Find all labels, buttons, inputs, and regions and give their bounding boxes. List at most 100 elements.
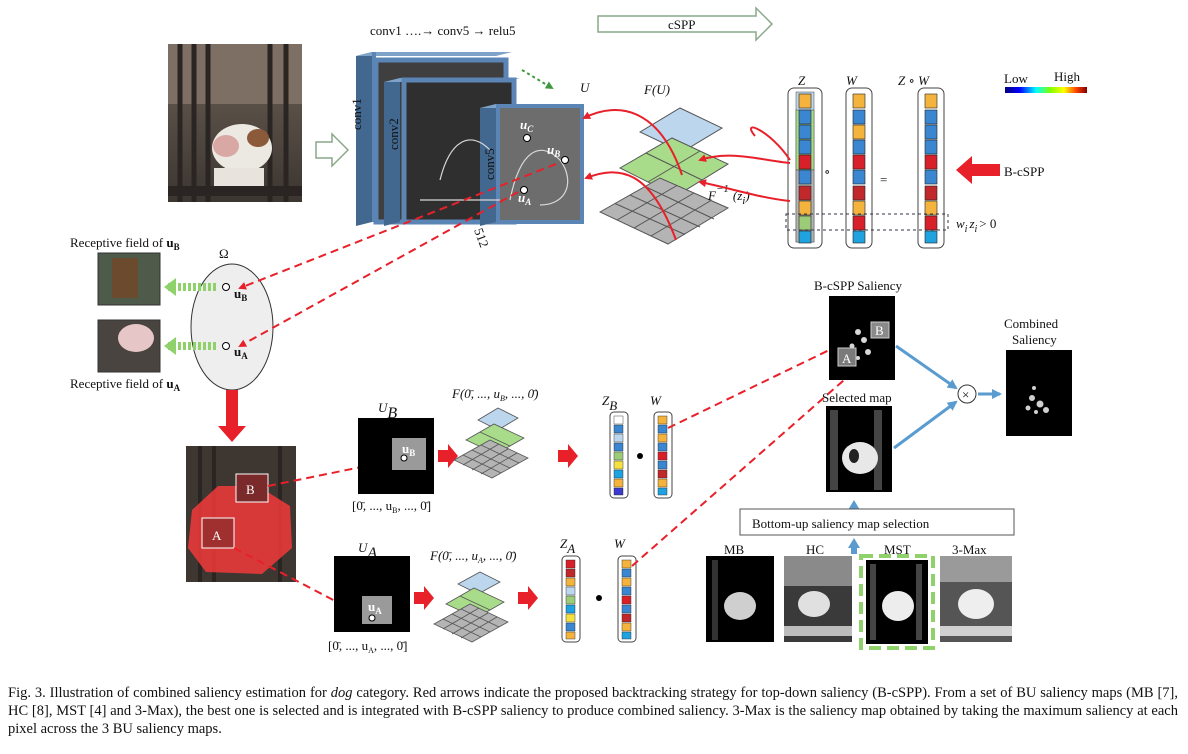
omega-ellipse xyxy=(190,263,274,391)
fu-label: F(U) xyxy=(643,82,670,97)
ub-map-label: UB xyxy=(378,400,397,422)
input-arrow xyxy=(315,132,350,168)
bu-selection-label: Bottom-up saliency map selection xyxy=(752,516,930,531)
rf-a-label: Receptive field of uA xyxy=(70,376,181,393)
cspp-arrow xyxy=(597,6,774,42)
zw-label: Z ∘ W xyxy=(898,73,930,88)
z-label: Z xyxy=(798,73,806,88)
cspp-label: cSPP xyxy=(668,17,695,32)
backtrack-arrows-omega xyxy=(238,163,557,347)
cnn-layers-label: conv1 ….→ conv5 → relu5 xyxy=(370,23,516,38)
ub-pyramid-arrow xyxy=(438,444,458,468)
dog-photo xyxy=(168,44,302,202)
uc-point xyxy=(523,134,531,142)
multiply-symbol: × xyxy=(962,387,969,402)
receptive-field-overlay xyxy=(186,446,296,582)
combined-label-2: Saliency xyxy=(1012,332,1057,347)
receptive-field-b-thumbnail xyxy=(97,252,161,306)
b-cspp-saliency-label: B-cSPP Saliency xyxy=(814,278,902,293)
ub-pyramid xyxy=(453,407,529,479)
colorbar-icon xyxy=(1005,87,1087,93)
wz-condition: wi zi > 0 xyxy=(956,216,996,235)
ua-point xyxy=(520,186,528,194)
omega-ua-label: uA xyxy=(234,344,248,361)
w-a-label: W xyxy=(614,536,626,551)
selected-map-label: Selected map xyxy=(822,390,892,405)
fb-label: F(0̄, ..., uB, ..., 0̄) xyxy=(451,386,539,403)
three-max-label: 3-Max xyxy=(952,542,987,557)
omega-ub-point xyxy=(222,283,230,291)
ua-feature-map xyxy=(334,556,410,632)
dot-a xyxy=(596,595,602,601)
caption-part-2: category. Red arrows indicate the propos… xyxy=(8,685,1178,737)
ub-label: uB xyxy=(547,142,560,159)
mb-saliency-map xyxy=(706,556,774,642)
omega-ua-point xyxy=(222,342,230,350)
ub-vector-label: [0̄, ..., uB, ..., 0̄] xyxy=(352,498,431,515)
conv5-label: conv5 xyxy=(482,148,497,180)
b-cspp-saliency-map xyxy=(829,296,895,380)
omega-ub-label: uB xyxy=(234,286,247,303)
cnn-feature-stack xyxy=(356,52,584,226)
receptive-field-a-thumbnail xyxy=(97,319,161,373)
w-vector xyxy=(845,87,873,249)
mst-label: MST xyxy=(884,542,911,557)
ua-vector-label: [0̄, ..., uA, ..., 0̄] xyxy=(328,638,407,655)
w-b-label: W xyxy=(650,393,662,408)
zw-vector xyxy=(917,87,945,249)
hc-label: HC xyxy=(806,542,824,557)
mst-selected-frame xyxy=(859,554,935,650)
z-vector xyxy=(787,87,823,249)
up-arrow-selection xyxy=(848,538,860,554)
combined-label-1: Combined xyxy=(1004,316,1059,331)
caption-emphasis: dog xyxy=(330,685,353,701)
conv1-label: conv1 xyxy=(349,98,364,130)
ub-map-point-label: uB xyxy=(402,441,415,458)
three-max-saliency-map xyxy=(940,556,1012,642)
b-cspp-label: B-cSPP xyxy=(1004,164,1044,179)
down-arrow xyxy=(218,390,246,442)
box-b-label: B xyxy=(246,482,255,497)
w-b-vector xyxy=(653,411,673,499)
mst-saliency-map xyxy=(866,560,928,644)
ua-pyramid xyxy=(433,571,509,643)
ub-vector-arrow xyxy=(558,444,578,468)
saliency-box-b-label: B xyxy=(875,323,884,338)
ub-point xyxy=(561,156,569,164)
low-label: Low xyxy=(1004,71,1028,86)
spatial-pyramid-icon xyxy=(598,107,730,245)
ua-label: uA xyxy=(518,190,531,207)
dot-b xyxy=(637,453,643,459)
ua-pyramid-arrow xyxy=(414,586,434,610)
saliency-arrows xyxy=(631,339,862,567)
selected-saliency-map xyxy=(826,406,892,492)
combine-arrows xyxy=(893,344,1002,450)
saliency-box-a-label: A xyxy=(842,351,852,366)
rf-b-label: Receptive field of uB xyxy=(70,235,180,252)
u-arrow xyxy=(521,69,554,90)
diagram-svg: conv1 ….→ conv5 → relu5 conv1 conv2 conv… xyxy=(70,6,1087,655)
u-label: U xyxy=(580,80,591,95)
combined-saliency-map xyxy=(1006,350,1072,436)
b-cspp-arrow xyxy=(956,156,1000,184)
mb-label: MB xyxy=(724,542,745,557)
za-vector xyxy=(561,555,581,643)
ub-feature-map xyxy=(358,418,434,494)
za-label: ZA xyxy=(560,536,575,556)
ua-vector-arrow xyxy=(518,586,538,610)
equals-symbol: = xyxy=(880,172,887,187)
conv2-label: conv2 xyxy=(386,118,401,150)
w-label: W xyxy=(846,73,858,88)
ua-map-label: UA xyxy=(358,540,377,562)
zb-label: ZB xyxy=(602,393,617,413)
figure-caption: Fig. 3. Illustration of combined salienc… xyxy=(8,684,1178,738)
ua-map-point-label: uA xyxy=(368,599,382,616)
backtrack-arrows-top xyxy=(582,109,791,241)
caption-part-1: Fig. 3. Illustration of combined salienc… xyxy=(8,685,331,701)
hc-saliency-map xyxy=(784,556,852,642)
box-a-label: A xyxy=(212,528,222,543)
omega-label: Ω xyxy=(219,246,229,261)
hadamard-symbol: ∘ xyxy=(824,164,830,179)
uc-label: uC xyxy=(520,117,534,134)
depth-label: 512 xyxy=(471,226,492,249)
